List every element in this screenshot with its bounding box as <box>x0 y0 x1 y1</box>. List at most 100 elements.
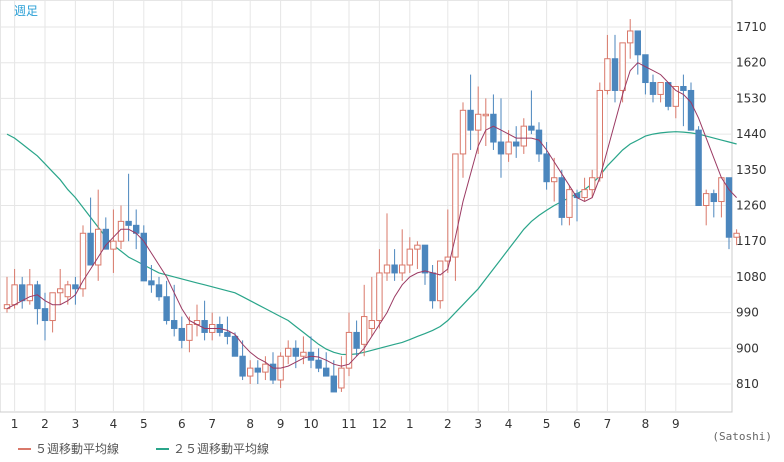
candle-body <box>665 82 672 107</box>
candle-down <box>330 360 338 393</box>
candle-body <box>649 82 657 95</box>
y-tick-label: 990 <box>736 306 759 320</box>
y-tick-label: 900 <box>736 341 759 355</box>
candle-body <box>11 284 18 306</box>
x-tick-label: 7 <box>604 417 612 431</box>
candle-body <box>224 331 231 337</box>
candle-body <box>710 193 717 203</box>
candle-body <box>543 153 550 183</box>
candle-up <box>733 229 740 246</box>
candle-down <box>140 225 148 282</box>
ma25-line <box>6 131 737 356</box>
candle-body <box>604 58 611 91</box>
candle-body <box>467 109 474 131</box>
candle-up <box>95 189 102 281</box>
candle-body <box>680 86 687 91</box>
candle-body <box>49 292 56 322</box>
candle-body <box>581 189 588 199</box>
x-tick-label: 4 <box>505 417 513 431</box>
candle-up <box>520 118 527 154</box>
y-axis-labels: 810 900 990 1080 1170 1260 1350 1440 1530 1620 171… <box>736 20 767 391</box>
candle-down <box>665 82 672 111</box>
candle-down <box>490 94 497 150</box>
x-tick-label: 2 <box>444 417 452 431</box>
x-tick-label: 11 <box>341 417 356 431</box>
candle-down <box>611 34 619 103</box>
candle-up <box>596 82 603 182</box>
candle-body <box>330 375 338 393</box>
x-tick-label: 6 <box>573 417 581 431</box>
candle-body <box>315 359 322 369</box>
candle-body <box>482 113 490 117</box>
candle-body <box>376 272 383 322</box>
candle-body <box>611 58 619 91</box>
candle-body <box>292 347 300 357</box>
candle-up <box>117 205 125 250</box>
y-tick-label: 1710 <box>736 20 767 34</box>
candle-body <box>589 177 596 191</box>
x-tick-label: 4 <box>110 417 118 431</box>
candle-up <box>672 86 679 119</box>
candle-body <box>102 228 109 250</box>
candle-up <box>300 336 307 365</box>
candle-body <box>41 308 49 322</box>
candle-body <box>171 320 178 329</box>
candle-body <box>528 125 535 131</box>
x-tick-label: 12 <box>372 417 387 431</box>
candle-up <box>414 241 421 269</box>
candle-body <box>323 367 330 377</box>
candle-up <box>57 268 64 305</box>
candle-body <box>239 355 246 377</box>
candle-body <box>391 264 398 274</box>
candle-body <box>695 129 702 206</box>
candle-up <box>338 356 345 392</box>
candle-body <box>596 89 603 179</box>
candle-down <box>558 169 565 226</box>
legend: ５週移動平均線 ２５週移動平均線 (Satoshi) <box>0 430 784 460</box>
candle-down <box>528 90 535 135</box>
candle-down <box>353 320 360 357</box>
candle-body <box>178 327 186 341</box>
x-tick-label: 5 <box>543 417 551 431</box>
candle-up <box>26 268 34 305</box>
candle-up <box>186 316 193 353</box>
candle-up <box>79 225 87 297</box>
candle-down <box>292 340 300 369</box>
candle-down <box>634 30 641 75</box>
y-tick-label: 1170 <box>736 234 767 248</box>
candle-down <box>467 74 474 150</box>
candle-body <box>95 228 102 266</box>
candle-down <box>254 360 262 384</box>
candle-down <box>513 126 520 158</box>
candle-body <box>406 248 414 266</box>
candle-body <box>300 351 307 357</box>
candle-body <box>429 272 436 302</box>
candle-down <box>497 98 505 178</box>
candle-body <box>414 244 421 250</box>
candles <box>3 19 740 393</box>
x-axis-labels: 1 2 3 4 5 6 7 8 9 10 11 12 1 2 3 4 5 6 7 8 9 <box>11 417 680 431</box>
candle-body <box>619 42 626 91</box>
candle-up <box>110 209 117 273</box>
candle-down <box>178 316 186 349</box>
candle-body <box>657 82 664 95</box>
candle-up <box>657 82 664 103</box>
candle-down <box>315 348 322 373</box>
candle-body <box>338 367 345 389</box>
y-tick-label: 1440 <box>736 127 767 141</box>
legend-ma5: ５週移動平均線 <box>18 440 119 457</box>
candlestick-chart: 8109009901080117012601350144015301620171… <box>0 0 767 431</box>
x-tick-label: 3 <box>72 417 80 431</box>
candle-down <box>72 276 79 305</box>
candle-body <box>353 331 360 349</box>
candle-body <box>513 141 520 147</box>
candle-up <box>452 153 459 281</box>
candle-body <box>247 367 254 377</box>
candle-down <box>535 122 543 162</box>
candle-up <box>566 185 573 226</box>
candle-down <box>148 265 155 293</box>
candle-up <box>482 98 490 146</box>
y-tick-label: 1620 <box>736 56 767 70</box>
candle-body <box>634 30 641 56</box>
candle-down <box>323 352 330 377</box>
